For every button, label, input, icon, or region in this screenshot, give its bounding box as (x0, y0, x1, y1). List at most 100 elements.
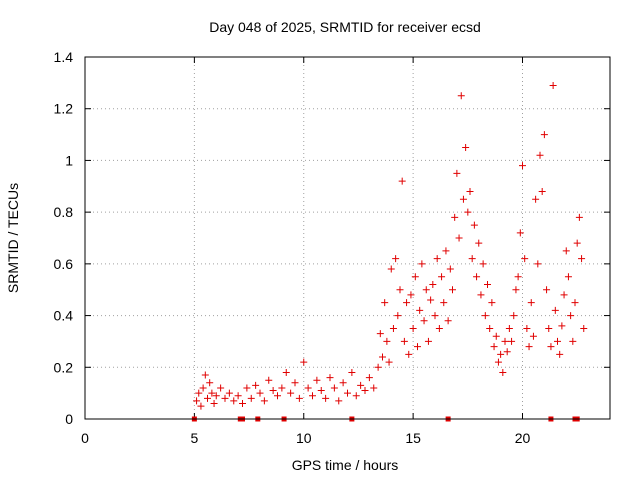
x-axis-label: GPS time / hours (292, 457, 399, 473)
data-point (370, 384, 378, 392)
data-point (475, 239, 483, 247)
data-point (459, 195, 467, 203)
data-point (473, 273, 481, 281)
data-point (416, 306, 424, 314)
data-point (201, 371, 209, 379)
data-point (387, 265, 395, 273)
data-point (361, 387, 369, 395)
data-point (523, 325, 531, 332)
data-point (538, 187, 546, 195)
data-point (230, 397, 238, 405)
data-point (494, 358, 502, 366)
data-point (383, 337, 391, 345)
data-point (486, 325, 494, 332)
data-point (492, 332, 500, 340)
y-tick-label: 1.2 (54, 101, 74, 117)
data-point (199, 384, 207, 392)
data-point (575, 213, 583, 221)
data-point (529, 332, 537, 340)
data-point (449, 286, 456, 294)
data-point (457, 92, 465, 100)
data-point (392, 255, 400, 263)
data-point (446, 265, 454, 273)
x-tick-labels: 0 5 10 15 20 (81, 430, 530, 446)
data-point (424, 337, 432, 345)
data-point (521, 255, 529, 263)
plot-frame (84, 56, 611, 420)
data-point (239, 399, 246, 407)
data-point (427, 296, 435, 304)
y-tick-label: 0 (65, 411, 73, 427)
x-tick-label: 0 (81, 430, 89, 446)
y-tick-label: 0.8 (54, 204, 74, 220)
data-point (514, 273, 522, 281)
data-point (313, 376, 321, 384)
data-point (466, 187, 474, 195)
data-point (411, 273, 419, 281)
data-point (429, 281, 437, 289)
y-tick-label: 0.4 (54, 308, 74, 324)
data-point (418, 260, 426, 268)
data-point (374, 363, 382, 371)
data-point (547, 343, 555, 351)
data-point (300, 358, 308, 366)
x-tick-label: 10 (296, 430, 312, 446)
data-point (195, 389, 203, 397)
data-point (580, 325, 588, 332)
data-point (357, 381, 365, 389)
data-point (335, 397, 343, 405)
data-point (525, 343, 533, 351)
data-point (519, 162, 526, 170)
data-point (414, 343, 421, 351)
data-point (499, 368, 507, 376)
y-tick-label: 1.4 (54, 49, 74, 65)
data-point (453, 169, 461, 177)
data-point (252, 381, 260, 389)
data-point (464, 208, 472, 216)
data-point (348, 368, 356, 376)
data-point (197, 402, 205, 410)
data-point (440, 299, 448, 307)
y-tick-labels: 0 0.2 0.4 0.6 0.8 1 1.2 1.4 (54, 49, 74, 427)
y-axis-label: SRMTID / TECUs (5, 183, 21, 293)
data-point (549, 81, 557, 89)
data-point (295, 394, 303, 402)
data-point (379, 353, 386, 361)
data-point (208, 389, 216, 397)
data-point (243, 384, 251, 392)
data-point (309, 392, 316, 400)
y-tick-label: 1 (65, 152, 73, 168)
data-point (225, 389, 233, 397)
data-point (558, 322, 566, 330)
data-point (322, 394, 330, 402)
data-point (206, 379, 214, 387)
data-point (569, 337, 577, 345)
data-point (420, 317, 428, 325)
data-point (503, 348, 511, 356)
data-point (212, 392, 220, 400)
data-point (545, 325, 553, 332)
data-point (505, 325, 513, 332)
data-point (256, 389, 264, 397)
data-point (422, 286, 430, 294)
data-point (497, 350, 505, 358)
data-point (278, 384, 286, 392)
data-point (560, 291, 568, 299)
data-point (532, 195, 540, 203)
y-tick-label: 0.2 (54, 359, 74, 375)
data-point (326, 374, 334, 382)
data-point (540, 131, 548, 139)
data-point (510, 312, 518, 320)
data-point (269, 387, 277, 395)
data-point (490, 343, 498, 351)
data-point (210, 399, 218, 407)
data-point (385, 358, 393, 366)
data-point (287, 389, 295, 397)
data-point (396, 286, 404, 294)
data-point (442, 247, 450, 255)
data-point (317, 387, 325, 395)
data-point (534, 260, 542, 268)
data-point (405, 350, 413, 358)
data-point (260, 397, 268, 405)
